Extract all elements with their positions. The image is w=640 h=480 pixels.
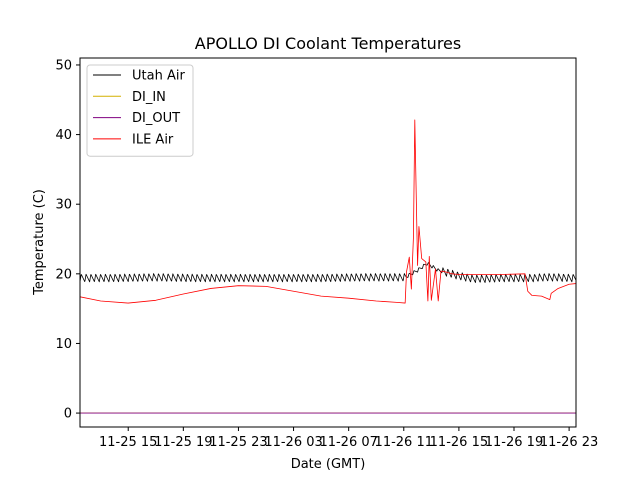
legend-label-di-out: DI_OUT (132, 111, 180, 126)
series-line-utah-air (80, 262, 576, 283)
x-tick-label: 11-26 11 (375, 435, 433, 450)
y-axis: 0 10 20 30 40 50 (55, 58, 80, 422)
plot-frame (79, 57, 577, 428)
legend-label-ile-air: ILE Air (132, 132, 174, 147)
x-tick-label: 11-26 23 (540, 435, 598, 450)
y-tick-label: 20 (55, 267, 72, 282)
y-tick-label: 50 (55, 58, 72, 73)
y-tick-label: 10 (55, 337, 72, 352)
y-tick-label: 30 (55, 198, 72, 213)
x-tick-label: 11-25 15 (99, 435, 157, 450)
x-tick-label: 11-25 19 (154, 435, 212, 450)
x-axis-label: Date (GMT) (291, 457, 366, 472)
y-axis-label: Temperature (C) (32, 189, 47, 296)
legend-label-utah-air: Utah Air (132, 69, 185, 84)
x-tick-label: 11-26 03 (264, 435, 322, 450)
series-layer (80, 119, 576, 414)
chart-title: APOLLO DI Coolant Temperatures (195, 34, 461, 53)
x-tick-label: 11-26 19 (485, 435, 543, 450)
x-tick-label: 11-26 15 (430, 435, 488, 450)
y-tick-label: 40 (55, 128, 72, 143)
legend-label-di-in: DI_IN (132, 90, 166, 105)
legend-box (86, 64, 194, 157)
y-tick-label: 0 (64, 407, 72, 422)
series-line-ile-air (80, 119, 576, 304)
legend: Utah Air DI_IN DI_OUT ILE Air (86, 64, 194, 157)
x-tick-label: 11-25 23 (209, 435, 267, 450)
x-tick-label: 11-26 07 (319, 435, 377, 450)
